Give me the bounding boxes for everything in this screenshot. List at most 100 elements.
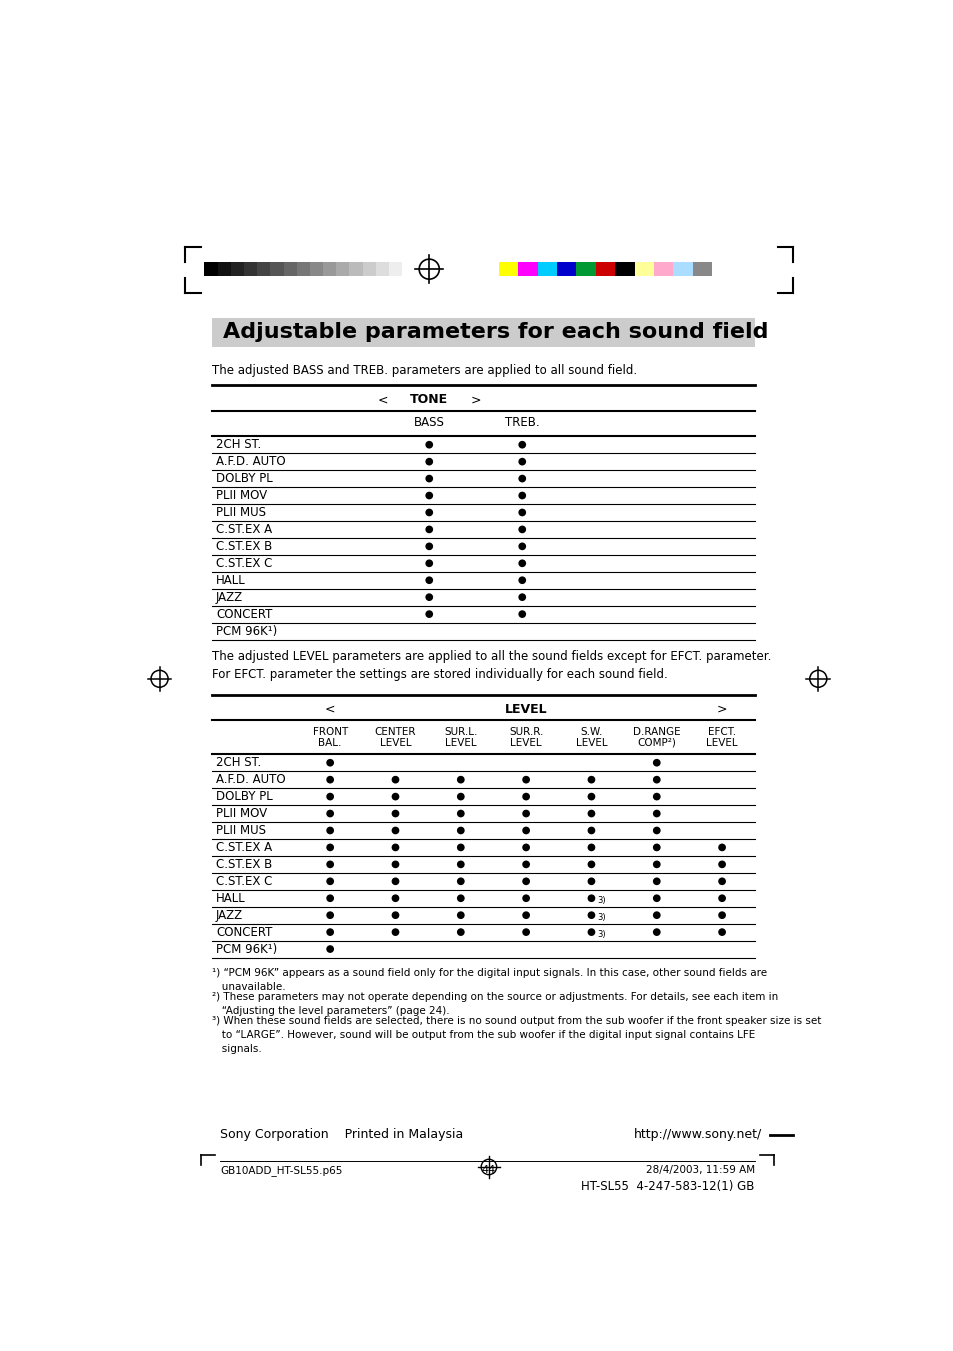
Circle shape — [517, 474, 525, 482]
Circle shape — [652, 809, 659, 817]
Text: CONCERT: CONCERT — [216, 925, 273, 939]
Bar — [537, 262, 557, 276]
Text: SUR.R.: SUR.R. — [508, 727, 543, 736]
Circle shape — [326, 861, 334, 869]
Circle shape — [652, 861, 659, 869]
Circle shape — [517, 508, 525, 516]
Circle shape — [517, 593, 525, 601]
Circle shape — [425, 474, 433, 482]
Circle shape — [391, 928, 399, 936]
Circle shape — [652, 775, 659, 784]
Text: C.ST.EX A: C.ST.EX A — [216, 523, 272, 536]
Circle shape — [718, 894, 725, 902]
Circle shape — [521, 827, 530, 835]
Circle shape — [425, 458, 433, 466]
Text: C.ST.EX B: C.ST.EX B — [216, 540, 273, 553]
Text: S.W.: S.W. — [579, 727, 602, 736]
Circle shape — [326, 759, 334, 766]
Circle shape — [521, 928, 530, 936]
Bar — [673, 262, 692, 276]
Circle shape — [391, 877, 399, 885]
Circle shape — [456, 843, 464, 851]
Circle shape — [456, 877, 464, 885]
Circle shape — [521, 861, 530, 869]
Circle shape — [456, 861, 464, 869]
Circle shape — [326, 775, 334, 784]
Circle shape — [517, 543, 525, 550]
Circle shape — [517, 526, 525, 534]
Text: >: > — [716, 703, 726, 716]
Circle shape — [326, 946, 334, 952]
Text: The adjusted BASS and TREB. parameters are applied to all sound field.: The adjusted BASS and TREB. parameters a… — [212, 363, 637, 377]
Text: PLII MUS: PLII MUS — [216, 824, 266, 838]
Text: BASS: BASS — [414, 416, 444, 430]
Text: C.ST.EX C: C.ST.EX C — [216, 875, 273, 888]
Circle shape — [587, 775, 595, 784]
Text: FRONT: FRONT — [313, 727, 348, 736]
Circle shape — [587, 843, 595, 851]
Text: CENTER: CENTER — [375, 727, 416, 736]
Circle shape — [587, 827, 595, 835]
Circle shape — [391, 809, 399, 817]
Bar — [498, 262, 517, 276]
Circle shape — [425, 577, 433, 584]
Circle shape — [517, 577, 525, 584]
Text: <: < — [377, 393, 388, 407]
Text: A.F.D. AUTO: A.F.D. AUTO — [216, 455, 286, 469]
Circle shape — [587, 809, 595, 817]
Circle shape — [425, 492, 433, 500]
Circle shape — [587, 912, 595, 919]
Text: LEVEL: LEVEL — [510, 738, 541, 747]
Text: HALL: HALL — [216, 892, 246, 905]
Bar — [375, 262, 389, 276]
Text: HT-SL55  4-247-583-12(1) GB: HT-SL55 4-247-583-12(1) GB — [580, 1181, 754, 1193]
Text: 44: 44 — [481, 1165, 496, 1175]
Text: PLII MOV: PLII MOV — [216, 807, 267, 820]
Circle shape — [652, 894, 659, 902]
Text: 2CH ST.: 2CH ST. — [216, 438, 261, 451]
Circle shape — [718, 843, 725, 851]
Text: TONE: TONE — [410, 393, 448, 407]
Bar — [389, 262, 402, 276]
Text: D.RANGE: D.RANGE — [632, 727, 679, 736]
Circle shape — [521, 793, 530, 800]
Text: PLII MOV: PLII MOV — [216, 489, 267, 503]
Circle shape — [718, 928, 725, 936]
Text: JAZZ: JAZZ — [216, 909, 243, 921]
Bar — [517, 262, 537, 276]
Bar — [283, 262, 296, 276]
Text: LEVEL: LEVEL — [504, 703, 547, 716]
Bar — [244, 262, 257, 276]
Text: EFCT.: EFCT. — [707, 727, 736, 736]
Circle shape — [587, 861, 595, 869]
Bar — [596, 262, 615, 276]
Text: C.ST.EX A: C.ST.EX A — [216, 840, 272, 854]
Text: COMP²): COMP²) — [637, 738, 676, 747]
Bar — [615, 262, 634, 276]
Bar — [204, 262, 217, 276]
Circle shape — [391, 775, 399, 784]
Circle shape — [425, 543, 433, 550]
Circle shape — [326, 809, 334, 817]
Circle shape — [718, 912, 725, 919]
Circle shape — [521, 843, 530, 851]
Text: 28/4/2003, 11:59 AM: 28/4/2003, 11:59 AM — [645, 1165, 754, 1175]
Circle shape — [425, 508, 433, 516]
Circle shape — [456, 827, 464, 835]
Circle shape — [521, 809, 530, 817]
Circle shape — [391, 894, 399, 902]
Circle shape — [391, 912, 399, 919]
Circle shape — [517, 559, 525, 567]
Circle shape — [521, 877, 530, 885]
Text: C.ST.EX B: C.ST.EX B — [216, 858, 273, 871]
Text: JAZZ: JAZZ — [216, 590, 243, 604]
Text: LEVEL: LEVEL — [575, 738, 607, 747]
Text: LEVEL: LEVEL — [705, 738, 737, 747]
Text: PCM 96K¹): PCM 96K¹) — [216, 943, 277, 955]
Circle shape — [652, 793, 659, 800]
Circle shape — [587, 928, 595, 936]
Circle shape — [517, 611, 525, 617]
Circle shape — [521, 894, 530, 902]
Circle shape — [521, 775, 530, 784]
Text: LEVEL: LEVEL — [379, 738, 411, 747]
